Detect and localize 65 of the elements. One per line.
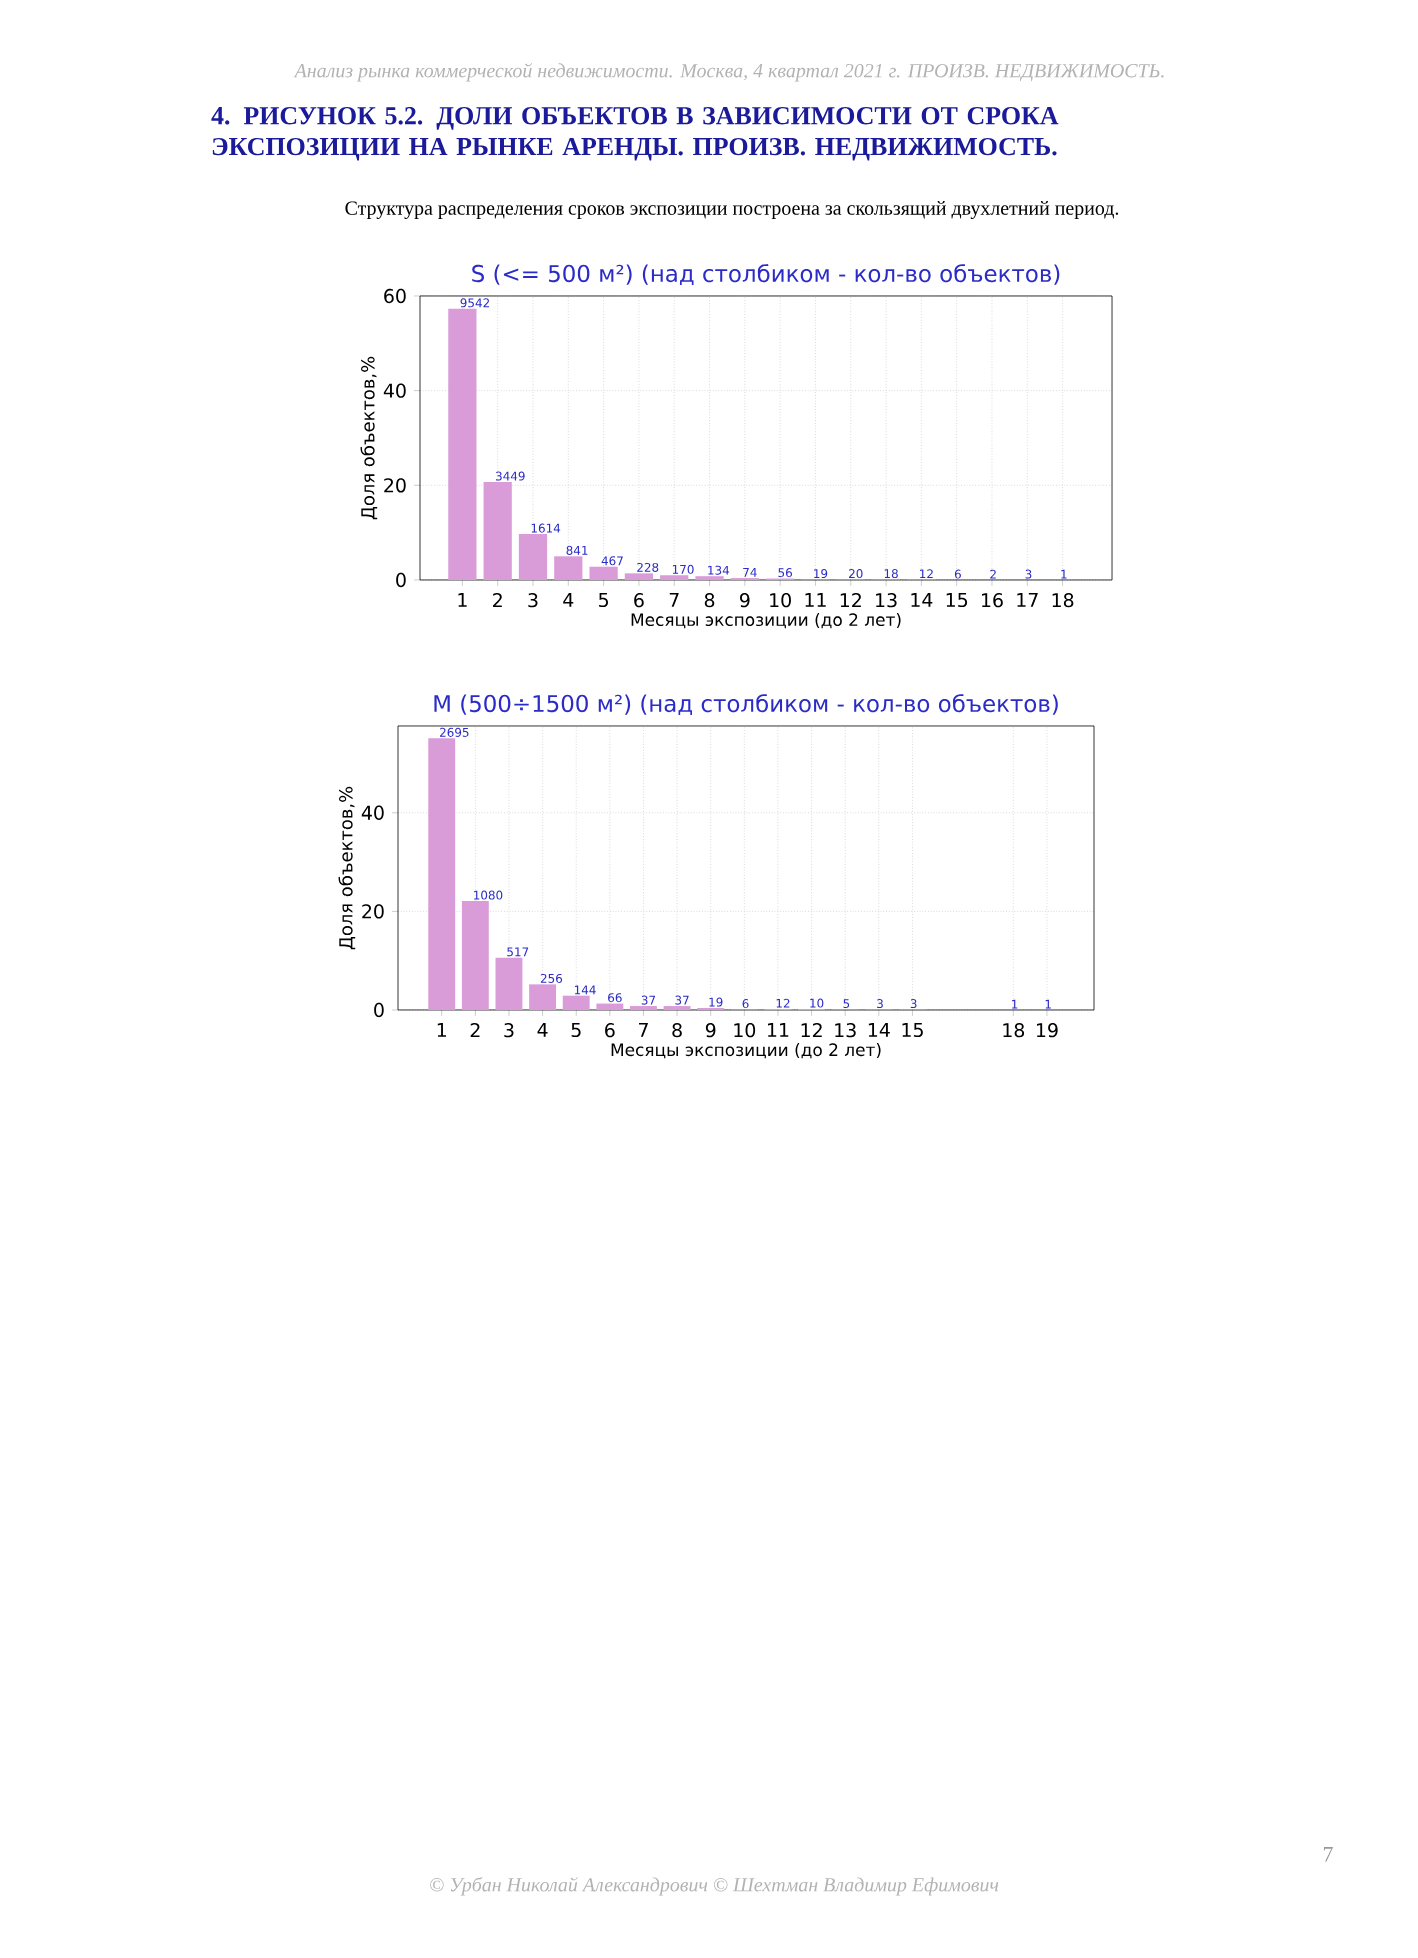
x-tick-label: 15 [902, 1023, 923, 1038]
text: Структура распределения сроков экспозиции построена за скользящий двухлетний период. [345, 201, 1119, 219]
x-tick-label: 14 [911, 593, 933, 607]
x-tick-label: 2 [470, 1023, 480, 1038]
y-axis-title: Доля объектов,% [338, 786, 356, 950]
x-tick-label: 12 [840, 593, 861, 608]
x-axis-title: Месяцы экспозиции (до 2 лет) [631, 613, 901, 629]
text: 4. РИСУНОК 5.2. ДОЛИ ОБЪЕКТОВ В ЗАВИСИМОСТИ ОТ СРОКА ЭКСПОЗИЦИИ НА РЫНКЕ АРЕНДЫ. ПРОИЗВ. НЕДВИЖИМОСТЬ. [211, 107, 1059, 161]
bar [596, 1003, 624, 1010]
x-tick-label: 9 [705, 1023, 716, 1038]
x-tick-label: 3 [528, 593, 538, 608]
x-tick-label: 7 [669, 593, 679, 607]
bar [562, 995, 590, 1010]
text: 7 [1323, 1847, 1333, 1862]
text: © Урбан Николай Александрович © Шехтман Владимир Ефимович [430, 1877, 999, 1896]
x-tick-label: 1 [458, 593, 467, 607]
x-tick-label: 19 [1036, 1023, 1058, 1038]
x-tick-label: 18 [1003, 1023, 1025, 1038]
x-tick-label: 2 [493, 593, 502, 608]
x-tick-label: 5 [599, 593, 608, 608]
x-tick-label: 5 [571, 1023, 581, 1038]
bar [518, 534, 548, 580]
x-tick-label: 13 [876, 593, 897, 608]
y-tick-label: 40 [383, 383, 406, 398]
x-tick-label: 3 [504, 1023, 514, 1038]
bar [461, 901, 489, 1010]
x-tick-label: 4 [537, 1023, 548, 1037]
y-tick-label: 20 [362, 904, 384, 919]
bar [495, 957, 523, 1010]
x-tick-label: 18 [1052, 593, 1074, 608]
x-tick-label: 4 [563, 593, 574, 607]
bar [483, 482, 512, 580]
x-tick-label: 17 [1017, 593, 1038, 607]
text: Анализ рынка коммерческой недвижимости. Москва, 4 квартал 2021 г. ПРОИЗВ. НЕДВИЖИМОСТЬ. [293, 63, 1164, 82]
bar [529, 984, 557, 1010]
y-tick-label: 0 [396, 572, 406, 588]
bar [428, 738, 456, 1010]
x-tick-label: 11 [805, 593, 826, 607]
x-tick-label: 14 [868, 1023, 890, 1037]
y-tick-label: 0 [374, 1002, 384, 1018]
y-tick-label: 40 [361, 805, 384, 820]
x-axis-title: Месяцы экспозиции (до 2 лет) [611, 1043, 881, 1059]
x-tick-label: 7 [639, 1023, 648, 1037]
x-tick-label: 8 [672, 1023, 682, 1038]
x-tick-label: 10 [734, 1023, 756, 1038]
y-tick-label: 20 [384, 478, 406, 493]
bar [554, 556, 583, 580]
bar [589, 566, 618, 580]
y-tick-label: 60 [384, 288, 406, 304]
x-tick-label: 8 [704, 593, 715, 608]
bar [448, 308, 477, 580]
x-tick-label: 6 [605, 1023, 615, 1038]
x-tick-label: 12 [801, 1023, 822, 1038]
y-axis-title: Доля объектов,% [360, 356, 378, 520]
x-tick-label: 1 [437, 1023, 446, 1037]
x-tick-label: 6 [634, 593, 644, 608]
chart-title: M (500÷1500 м²) (над столбиком - кол-во объектов) [434, 694, 1058, 715]
x-tick-label: 9 [739, 593, 750, 608]
x-tick-label: 10 [770, 593, 791, 608]
bar [624, 573, 654, 580]
x-tick-label: 15 [946, 593, 968, 608]
x-tick-label: 16 [982, 593, 1003, 608]
x-tick-label: 13 [835, 1023, 856, 1038]
chart-title: S (<= 500 м²) (над столбиком - кол-во объектов) [472, 264, 1060, 285]
x-tick-label: 11 [768, 1023, 789, 1037]
